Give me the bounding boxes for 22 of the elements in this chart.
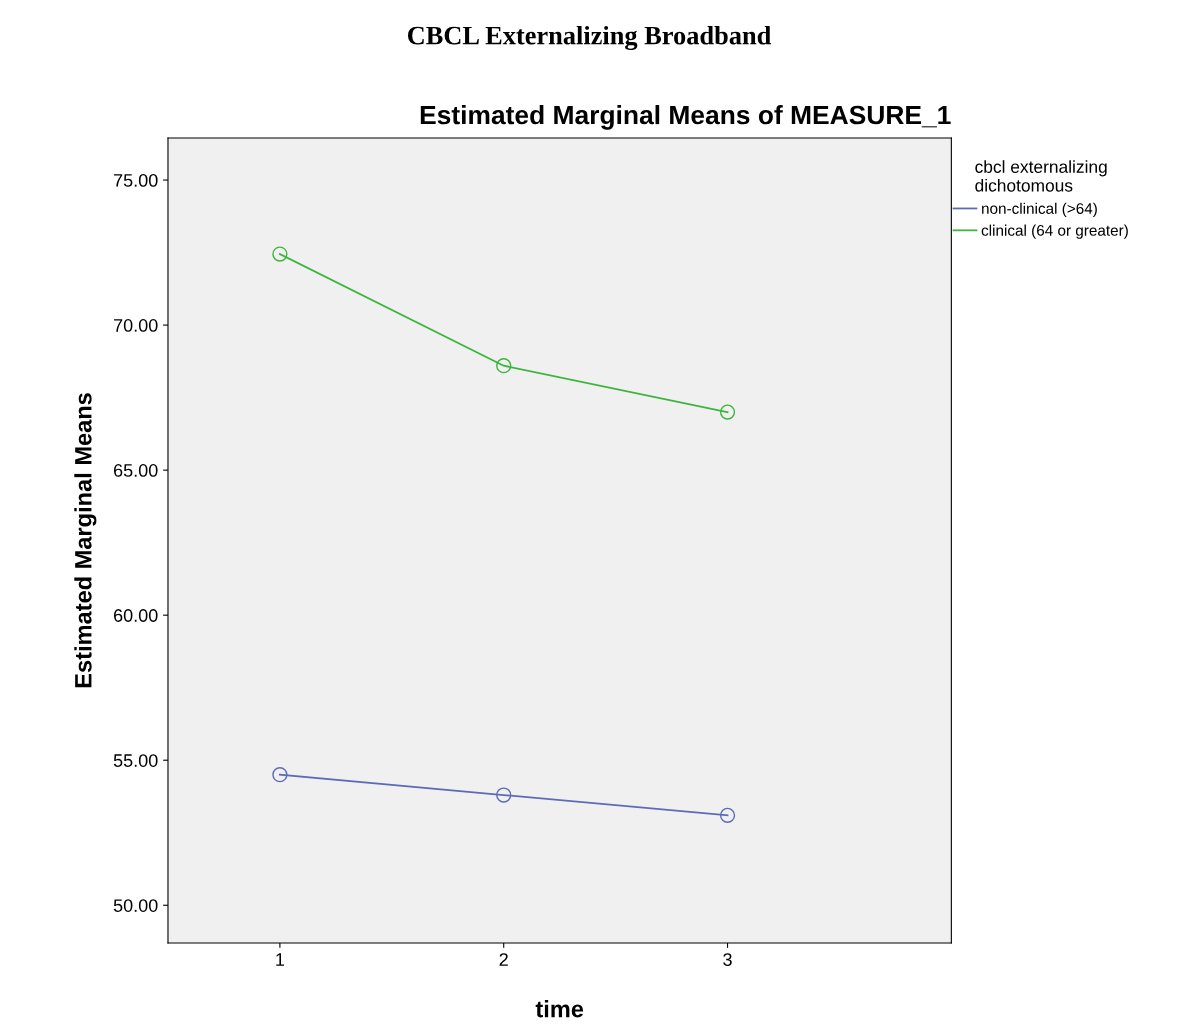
x-tick-label: 3	[723, 953, 732, 966]
point	[719, 404, 736, 420]
point	[496, 358, 512, 374]
y-tick-label: 65.00	[114, 464, 158, 477]
x-tick-label: 2	[499, 953, 508, 966]
point	[272, 767, 288, 783]
y-tick-label: 55.00	[113, 754, 158, 767]
point	[496, 787, 512, 803]
y-tick-label: 50.00	[113, 899, 158, 912]
legend-title: cbcl externalizing dichotomous	[975, 160, 1107, 192]
y-axis-title: Estimated Marginal Means	[74, 393, 97, 688]
y-tick-label: 75.00	[114, 173, 158, 187]
chart-subtitle: Estimated Marginal Means of MEASURE_1	[420, 104, 951, 130]
y-tick-label: 70.00	[114, 319, 158, 332]
legend-label: clinical (64 or greater)	[981, 224, 1128, 239]
point	[719, 807, 736, 823]
legend-label: non-clinical (>64)	[982, 202, 1097, 217]
y-tick-label: 60.00	[114, 609, 158, 622]
point	[272, 246, 288, 262]
chart-title: CBCL Externalizing Broadband	[407, 25, 772, 51]
x-axis-title: time	[535, 1000, 584, 1018]
x-tick-label: 1	[276, 953, 285, 966]
